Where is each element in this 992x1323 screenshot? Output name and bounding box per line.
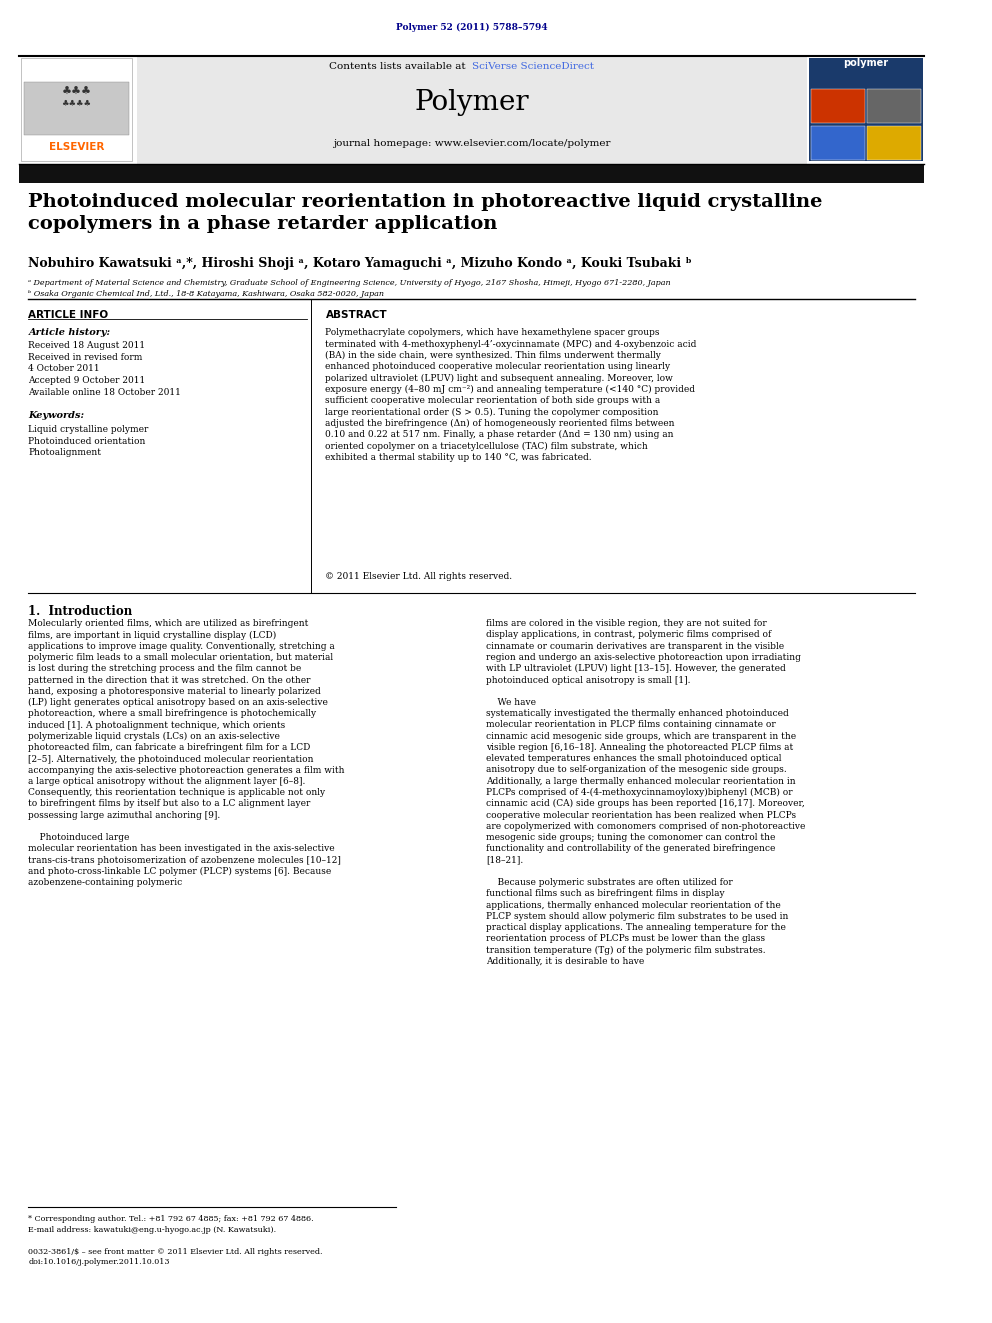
Text: 0032-3861/$ – see front matter © 2011 Elsevier Ltd. All rights reserved.: 0032-3861/$ – see front matter © 2011 El… (29, 1248, 322, 1256)
Text: polymer: polymer (843, 58, 889, 69)
Text: ARTICLE INFO: ARTICLE INFO (29, 310, 108, 320)
Bar (19, 164, 925, 183)
Bar (867, 89, 921, 123)
Text: Liquid crystalline polymer: Liquid crystalline polymer (29, 425, 149, 434)
Text: Photoinduced molecular reorientation in photoreactive liquid crystalline
copolym: Photoinduced molecular reorientation in … (29, 193, 822, 233)
Text: Molecularly oriented films, which are utilized as birefringent
films, are import: Molecularly oriented films, which are ut… (29, 619, 345, 888)
Text: doi:10.1016/j.polymer.2011.10.013: doi:10.1016/j.polymer.2011.10.013 (29, 1258, 170, 1266)
Bar (24, 82, 129, 135)
Text: Photoalignment: Photoalignment (29, 448, 101, 458)
Text: Available online 18 October 2011: Available online 18 October 2011 (29, 388, 182, 397)
Bar (809, 58, 923, 161)
Text: ABSTRACT: ABSTRACT (325, 310, 387, 320)
Text: 1.  Introduction: 1. Introduction (29, 605, 133, 618)
Text: E-mail address: kawatuki@eng.u-hyogo.ac.jp (N. Kawatsuki).: E-mail address: kawatuki@eng.u-hyogo.ac.… (29, 1226, 277, 1234)
Text: Contents lists available at: Contents lists available at (329, 62, 469, 71)
Text: ᵇ Osaka Organic Chemical Ind, Ltd., 18-8 Katayama, Kashiwara, Osaka 582-0020, Ja: ᵇ Osaka Organic Chemical Ind, Ltd., 18-8… (29, 290, 384, 298)
Text: Nobuhiro Kawatsuki ᵃ,*, Hiroshi Shoji ᵃ, Kotaro Yamaguchi ᵃ, Mizuho Kondo ᵃ, Kou: Nobuhiro Kawatsuki ᵃ,*, Hiroshi Shoji ᵃ,… (29, 257, 692, 270)
Text: ♣♣♣: ♣♣♣ (62, 87, 91, 98)
Text: Accepted 9 October 2011: Accepted 9 October 2011 (29, 376, 146, 385)
Text: Article history:: Article history: (29, 328, 110, 337)
Text: 4 October 2011: 4 October 2011 (29, 364, 100, 373)
Text: * Corresponding author. Tel.: +81 792 67 4885; fax: +81 792 67 4886.: * Corresponding author. Tel.: +81 792 67… (29, 1215, 313, 1222)
Text: Polymer 52 (2011) 5788–5794: Polymer 52 (2011) 5788–5794 (396, 22, 548, 32)
Text: Keywords:: Keywords: (29, 411, 84, 421)
Text: Received 18 August 2011: Received 18 August 2011 (29, 341, 146, 351)
Text: SciVerse ScienceDirect: SciVerse ScienceDirect (471, 62, 593, 71)
Text: ♣♣♣♣: ♣♣♣♣ (62, 98, 91, 107)
Text: Photoinduced orientation: Photoinduced orientation (29, 437, 146, 446)
Text: films are colored in the visible region, they are not suited for
display applica: films are colored in the visible region,… (486, 619, 806, 966)
Bar (21, 58, 132, 161)
Text: ᵃ Department of Material Science and Chemistry, Graduate School of Engineering S: ᵃ Department of Material Science and Che… (29, 279, 671, 287)
Bar (811, 126, 865, 160)
Text: Polymer: Polymer (415, 89, 529, 115)
Text: Received in revised form: Received in revised form (29, 353, 143, 363)
Text: © 2011 Elsevier Ltd. All rights reserved.: © 2011 Elsevier Ltd. All rights reserved… (325, 572, 513, 581)
Bar (867, 126, 921, 160)
Text: journal homepage: www.elsevier.com/locate/polymer: journal homepage: www.elsevier.com/locat… (333, 139, 610, 148)
Text: ELSEVIER: ELSEVIER (49, 142, 104, 152)
Text: Polymethacrylate copolymers, which have hexamethylene spacer groups
terminated w: Polymethacrylate copolymers, which have … (325, 328, 696, 462)
Bar (137, 56, 806, 164)
Bar (811, 89, 865, 123)
